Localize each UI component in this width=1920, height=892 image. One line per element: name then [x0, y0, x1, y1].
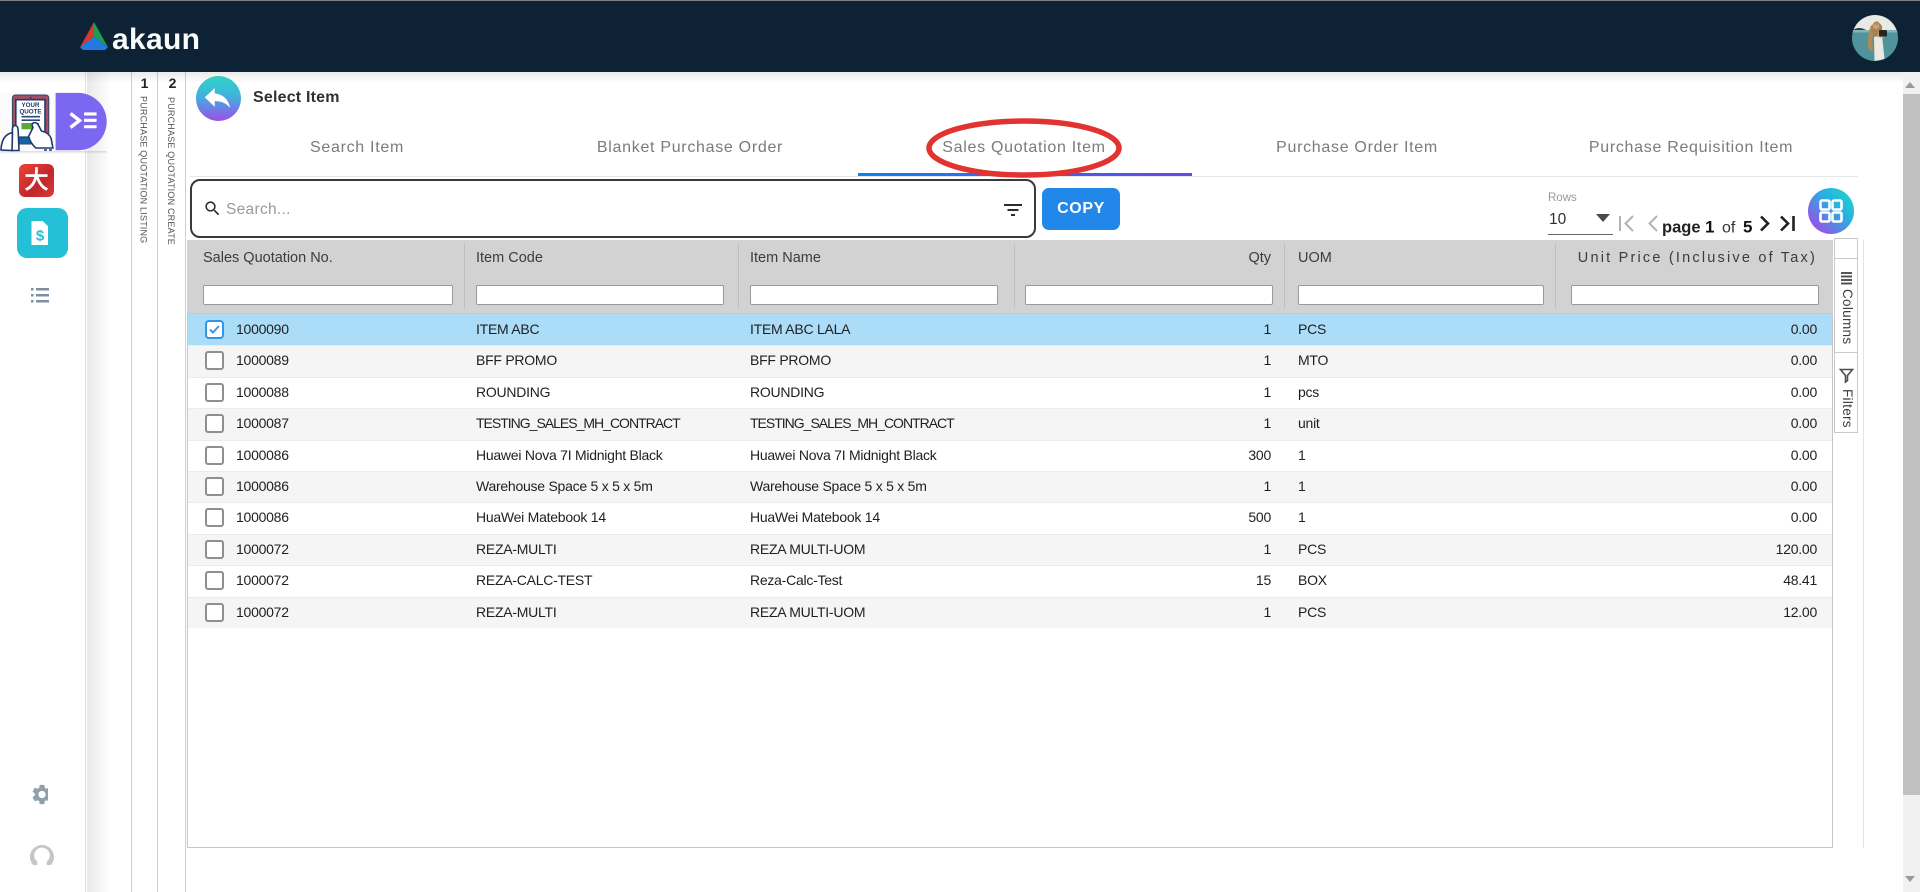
svg-text:YOUR: YOUR — [22, 102, 40, 109]
svg-text:1: 1 — [1705, 218, 1714, 237]
svg-text:page: page — [1662, 219, 1701, 237]
svg-text:5: 5 — [1743, 218, 1752, 237]
svg-text:of: of — [1722, 220, 1736, 237]
svg-text:$: $ — [36, 228, 45, 245]
svg-text:QUOTE: QUOTE — [19, 109, 41, 116]
